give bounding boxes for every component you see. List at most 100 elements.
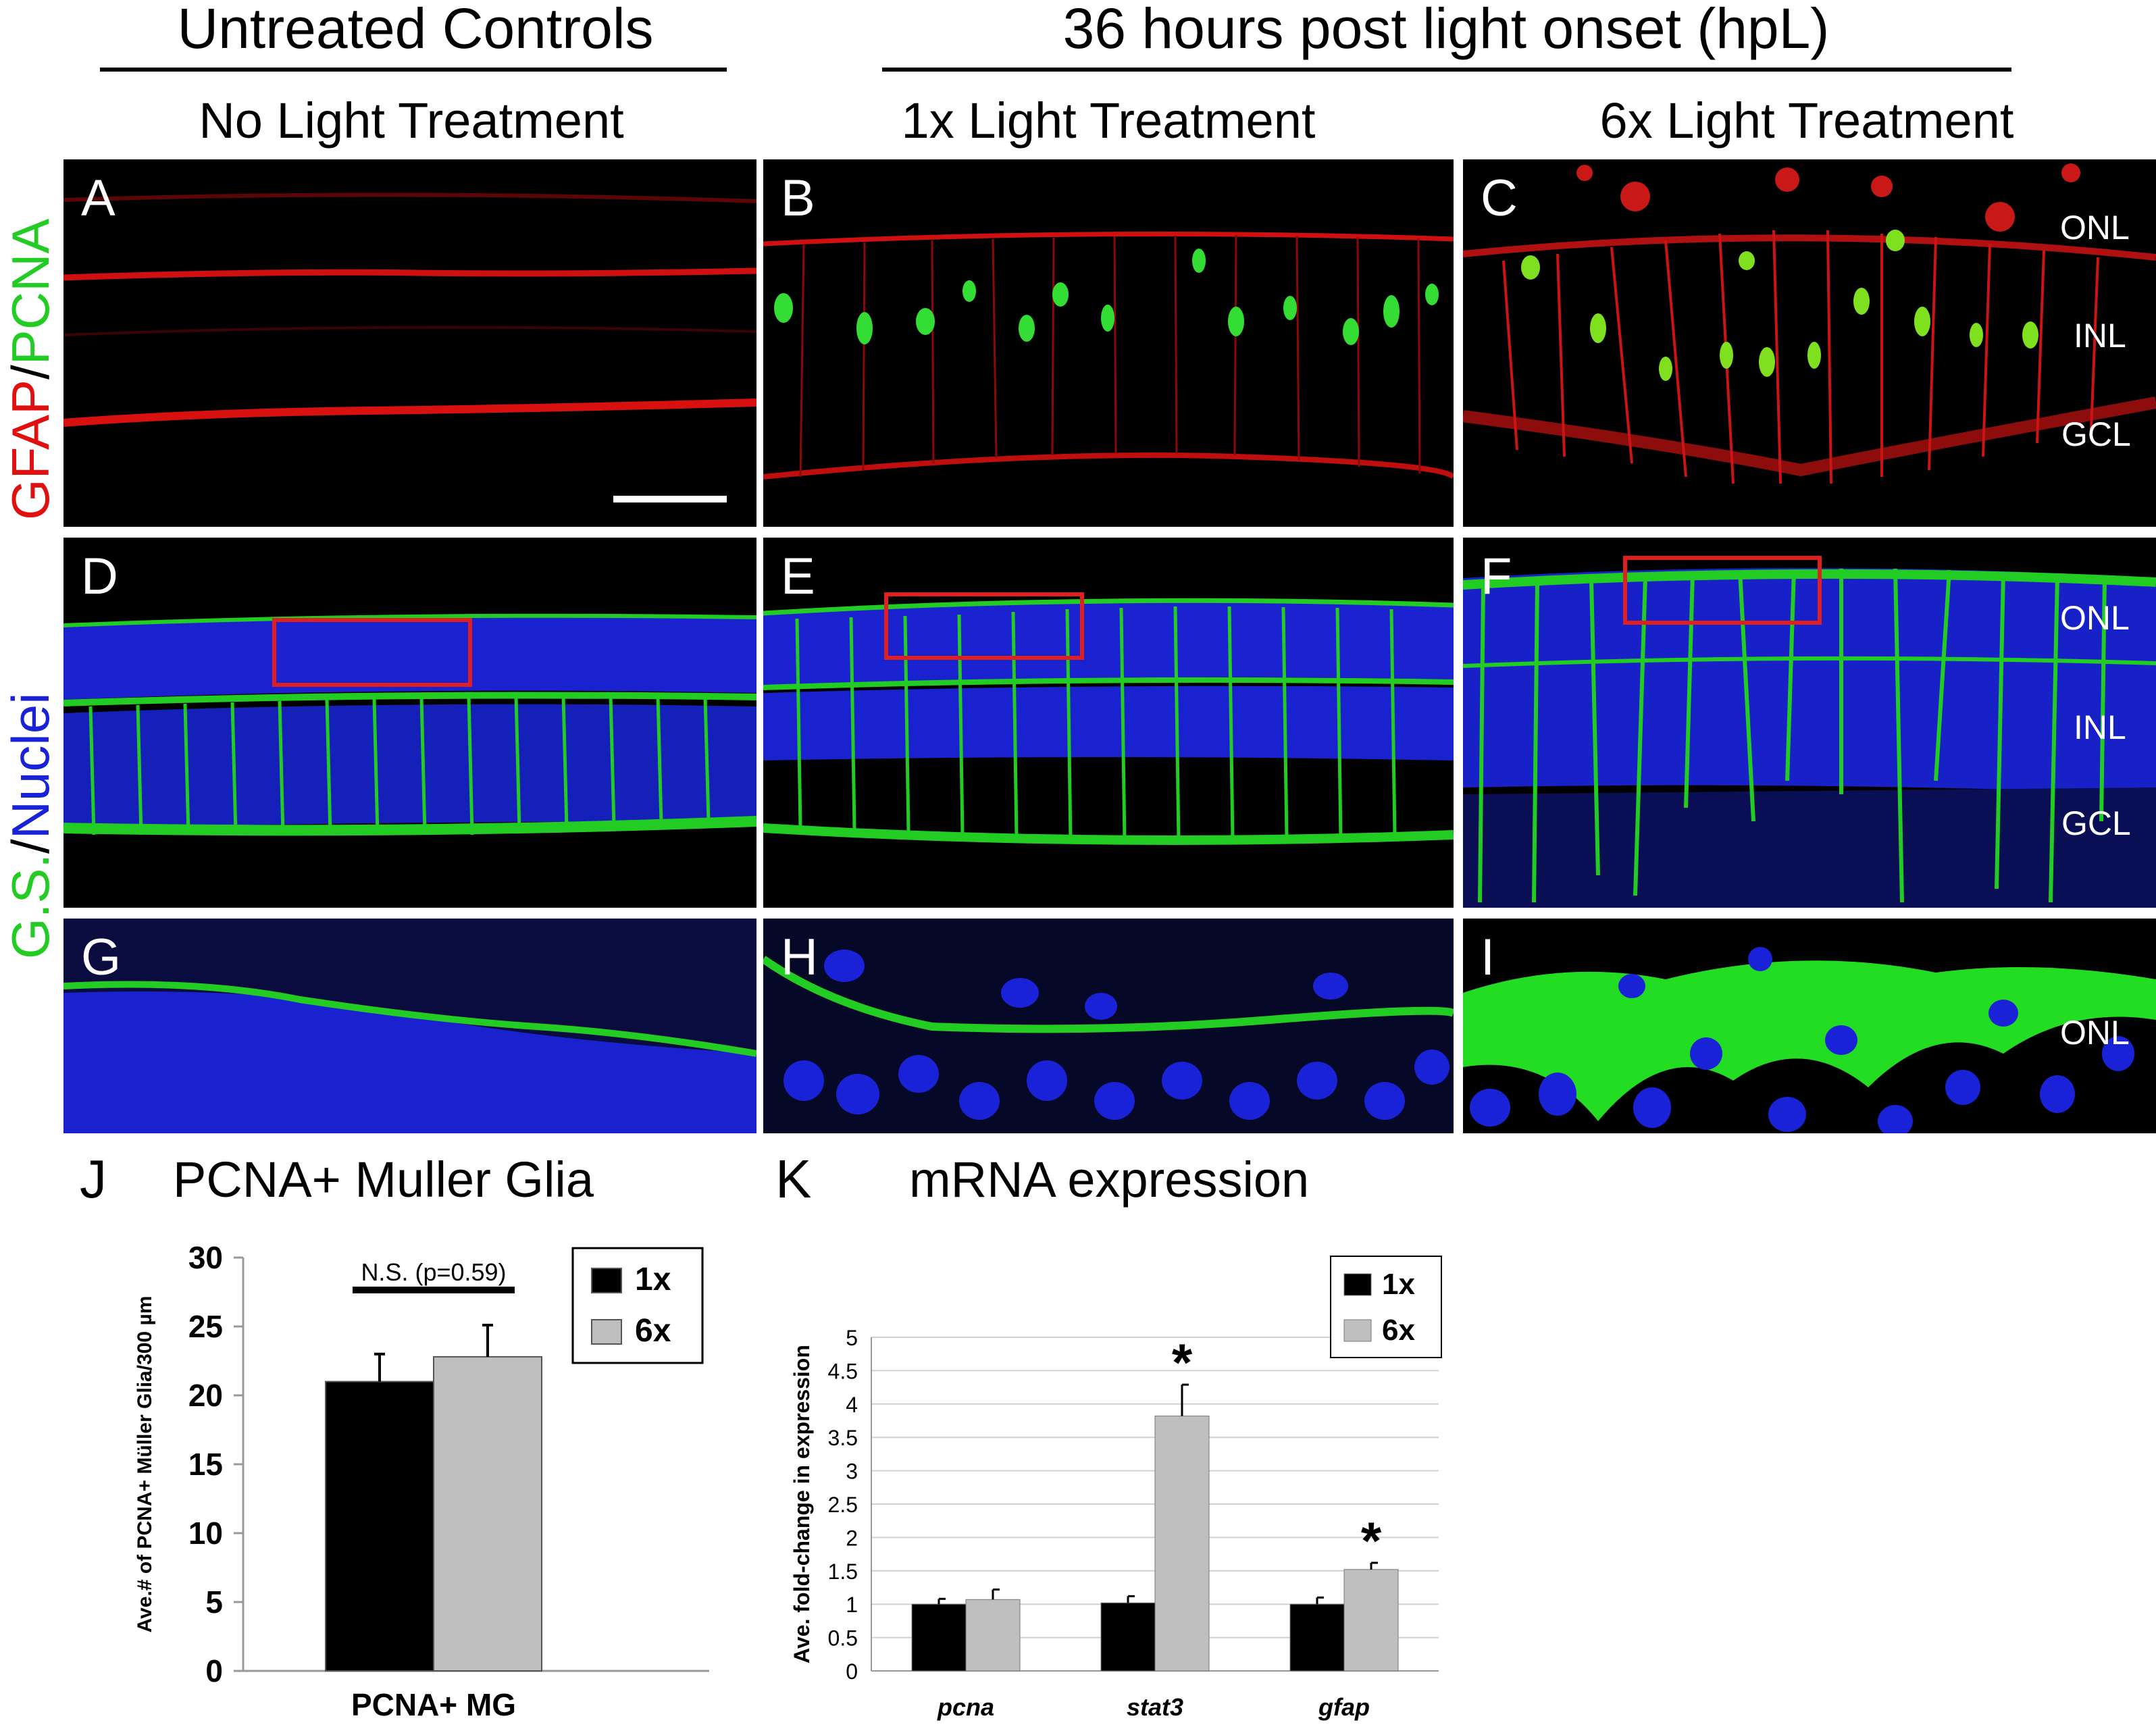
chart-k-y-tick-label: 4.5 — [828, 1359, 858, 1383]
row-label-gfap-pcna: GFAP/PCNA — [0, 219, 61, 520]
panel-label-g: G — [81, 929, 122, 986]
chart-j-legend-label: 6x — [635, 1313, 671, 1349]
chart-j-legend-label: 1x — [635, 1262, 671, 1297]
panel-c-image: C ONL INL GCL — [1463, 159, 2156, 527]
chart-k-x-tick-label: stat3 — [1127, 1693, 1183, 1721]
chart-k-bar-stat3-6x — [1154, 1416, 1210, 1672]
header-underline-untreated — [100, 68, 727, 72]
chart-k-x-tick-label: pcna — [937, 1693, 994, 1721]
panel-g-micrograph — [63, 919, 756, 1133]
chart-j-bar-1x — [325, 1380, 434, 1672]
panel-c-micrograph — [1463, 159, 2156, 527]
chart-k-y-tick-label: 3 — [846, 1460, 858, 1484]
chart-j-annotation: N.S. (p=0.59) — [361, 1258, 506, 1286]
chart-j-y-tick-label: 25 — [188, 1309, 223, 1344]
chart-k-significance-star: * — [1361, 1511, 1382, 1570]
chart-k-y-tick-label: 1.5 — [828, 1559, 858, 1584]
panel-label-d: D — [81, 548, 118, 605]
panel-label-f: F — [1481, 548, 1512, 605]
layer-label-onl-i: ONL — [2060, 1014, 2130, 1052]
chart-k-y-tick-label: 4 — [846, 1393, 858, 1417]
chart-k-y-tick-label: 0.5 — [828, 1626, 858, 1651]
chart-j-y-tick-label: 20 — [188, 1378, 223, 1413]
panel-label-k: K — [775, 1149, 812, 1209]
chart-k-bar-gfap-1x — [1289, 1603, 1345, 1672]
panel-b-image: B — [763, 159, 1454, 527]
zoom-region-box-f — [1623, 556, 1822, 625]
panel-i-micrograph — [1463, 919, 2156, 1133]
layer-label-inl-c: INL — [2074, 317, 2126, 355]
panel-b-micrograph — [763, 159, 1454, 527]
chart-j-x-label: PCNA+ MG — [351, 1687, 516, 1722]
chart-j-legend-swatch — [591, 1268, 622, 1293]
layer-label-gcl-c: GCL — [2061, 415, 2131, 453]
panel-label-b: B — [781, 170, 815, 227]
layer-label-onl-c: ONL — [2060, 209, 2130, 247]
zoom-region-box-e — [884, 592, 1084, 660]
label-gfap: GFAP — [1, 379, 60, 520]
header-underline-36hpl — [882, 68, 2011, 72]
chart-j-y-tick-label: 15 — [188, 1447, 223, 1482]
panel-label-i: I — [1481, 929, 1495, 986]
panel-label-c: C — [1481, 170, 1518, 227]
chart-j-bar-6x — [433, 1356, 542, 1672]
panel-a-micrograph — [63, 159, 756, 527]
header-6x-light: 6x Light Treatment — [1599, 93, 2014, 149]
chart-k-y-tick-label: 5 — [846, 1326, 858, 1350]
chart-j: 0 5 10 15 20 25 30 Ave.# of PCNA+ Müller Glia/3… — [134, 1240, 709, 1722]
panel-label-e: E — [781, 548, 815, 605]
chart-k-y-axis-label: Ave. fold-change in expression — [790, 1345, 814, 1663]
header-36-hpl: 36 hours post light onset (hpL) — [1062, 0, 1830, 60]
chart-k-bar-gfap-6x — [1343, 1569, 1399, 1672]
chart-j-y-tick-label: 5 — [205, 1584, 223, 1620]
panel-a-image: A — [63, 159, 756, 527]
label-nuclei: Nuclei — [1, 692, 60, 840]
panel-d-micrograph — [63, 538, 756, 908]
header-untreated-controls: Untreated Controls — [177, 0, 654, 60]
panel-e-image: E — [763, 538, 1454, 908]
chart-j-y-tick-label: 10 — [188, 1516, 223, 1551]
chart-k-y-tick-label: 3.5 — [828, 1426, 858, 1450]
chart-k-legend-label: 1x — [1382, 1268, 1415, 1301]
panel-d-image: D — [63, 538, 756, 908]
header-1x-light: 1x Light Treatment — [901, 93, 1316, 149]
chart-k-legend-swatch — [1343, 1273, 1372, 1296]
chart-k-y-tick-label: 2.5 — [828, 1493, 858, 1517]
row-label-gs-nuclei: G.S./Nuclei — [0, 693, 61, 959]
chart-j-y-tick-label: 30 — [188, 1240, 223, 1275]
chart-j-title: PCNA+ Muller Glia — [173, 1152, 594, 1208]
panel-i-image: I ONL — [1463, 919, 2156, 1133]
chart-k-bar-pcna-1x — [911, 1603, 967, 1672]
label-sep2: / — [1, 839, 60, 854]
chart-j-legend-swatch — [591, 1319, 622, 1345]
panel-f-micrograph — [1463, 538, 2156, 908]
panel-label-a: A — [81, 170, 116, 227]
chart-k-y-tick-label: 1 — [846, 1593, 858, 1617]
panel-h-image: H — [763, 919, 1454, 1133]
layer-label-gcl-f: GCL — [2061, 804, 2131, 842]
panel-f-image: F ONL INL GCL — [1463, 538, 2156, 908]
header-no-light: No Light Treatment — [199, 93, 624, 149]
chart-j-y-tick-label: 0 — [205, 1653, 223, 1688]
chart-k-legend-swatch — [1343, 1319, 1372, 1342]
label-pcna: PCNA — [1, 218, 60, 365]
layer-label-onl-f: ONL — [2060, 599, 2130, 637]
chart-k-title: mRNA expression — [909, 1152, 1310, 1208]
panel-label-h: H — [781, 929, 818, 986]
panel-e-micrograph — [763, 538, 1454, 908]
chart-k-significance-star: * — [1172, 1333, 1193, 1392]
chart-k-x-tick-label: gfap — [1318, 1693, 1370, 1721]
chart-k-bar-stat3-1x — [1100, 1602, 1156, 1672]
layer-label-inl-f: INL — [2074, 708, 2126, 746]
chart-k-y-tick-label: 0 — [846, 1659, 858, 1684]
chart-k-legend-label: 6x — [1382, 1314, 1415, 1347]
chart-k-y-tick-label: 2 — [846, 1526, 858, 1550]
chart-j-y-axis-label: Ave.# of PCNA+ Müller Glia/300 µm — [134, 1296, 156, 1633]
label-gs: G.S. — [1, 853, 60, 959]
panel-h-micrograph — [763, 919, 1454, 1133]
chart-k-bar-pcna-6x — [965, 1599, 1021, 1672]
chart-k: 0 0.5 1 1.5 2 2.5 3 3.5 4 4.5 5 Ave. fold-change in… — [790, 1256, 1442, 1721]
scale-bar — [613, 496, 727, 502]
zoom-region-box-d — [272, 618, 472, 687]
panel-label-j: J — [80, 1149, 107, 1209]
